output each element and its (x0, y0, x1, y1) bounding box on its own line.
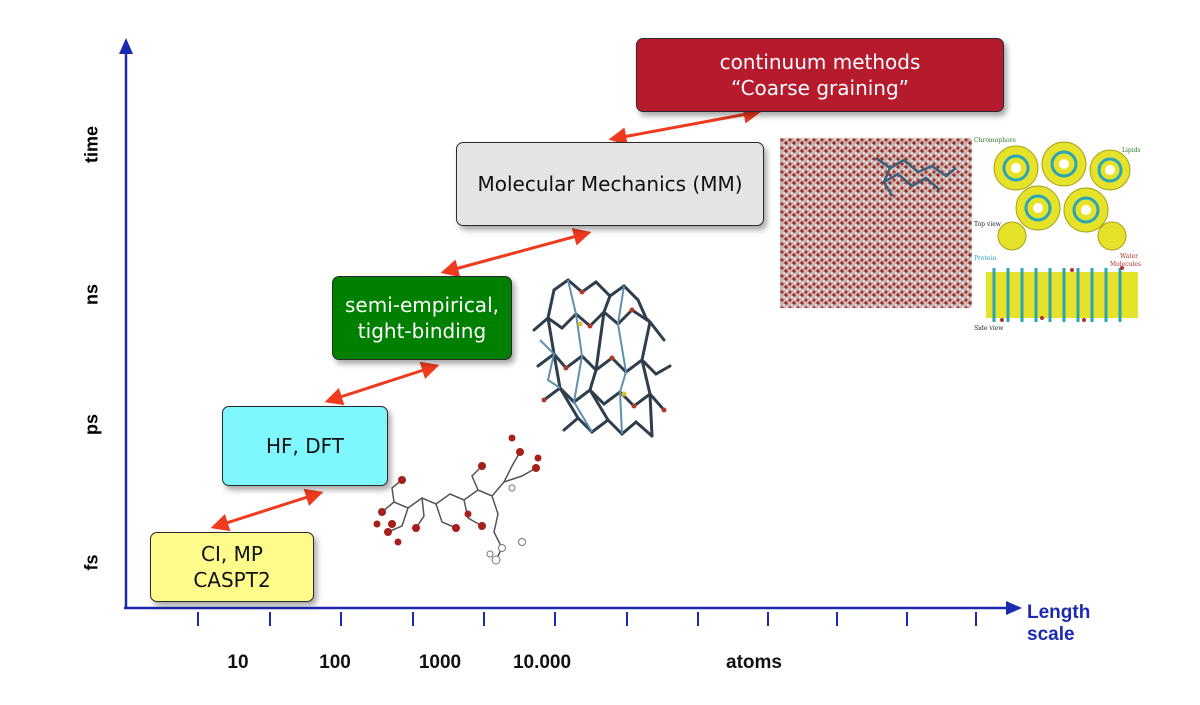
box-ci-mp-line1: CI, MP (201, 542, 263, 566)
membrane-top-view (982, 140, 1132, 251)
box-molecular-mechanics: Molecular Mechanics (MM) (456, 142, 764, 226)
box-continuum-line2: “Coarse graining” (730, 76, 910, 100)
protein-structure-image (532, 278, 672, 438)
membrane-label-top-view: Top view (974, 221, 1002, 228)
y-axis-title: time (81, 126, 102, 164)
x-axis-title-line2: scale (1027, 624, 1075, 645)
x-axis-title-line1: Length (1027, 602, 1091, 623)
membrane-label-molecules: Molecules (1110, 261, 1141, 268)
box-semi-empirical: semi-empirical, tight-binding (332, 276, 512, 360)
box-ci-mp: CI, MP CASPT2 (150, 532, 314, 602)
y-tick-ps: ps (81, 414, 102, 436)
y-axis-arrowhead (119, 38, 133, 54)
x-label-atoms: atoms (726, 652, 782, 673)
arrow-hf-to-semi (324, 361, 440, 406)
box-semi-line1: semi-empirical, (345, 293, 499, 317)
membrane-label-water: Water (1120, 253, 1138, 260)
box-continuum-methods: continuum methods “Coarse graining” (636, 38, 1004, 112)
x-label-10: 10 (227, 652, 249, 673)
box-hf-dft: HF, DFT (222, 406, 388, 486)
box-mm-line1: Molecular Mechanics (MM) (477, 172, 743, 196)
membrane-protein-image: Chromophore Lipids Top view Protein Wate… (974, 137, 1141, 332)
box-semi-line2: tight-binding (357, 319, 487, 343)
box-hf-dft-line1: HF, DFT (265, 434, 345, 458)
membrane-label-side-view: Side view (974, 325, 1004, 332)
small-molecule-image (373, 434, 542, 565)
y-tick-fs: fs (81, 554, 102, 571)
x-axis-arrowhead (1006, 601, 1022, 615)
arrow-ci-to-hf (210, 488, 324, 532)
box-continuum-line1: continuum methods (719, 50, 921, 74)
membrane-label-chromophore: Chromophore (974, 137, 1016, 144)
membrane-label-protein: Protein (974, 255, 996, 262)
connector-arrows (210, 105, 762, 532)
arrow-semi-to-mm (440, 228, 592, 277)
membrane-side-view (986, 266, 1138, 322)
x-label-10000: 10.000 (512, 652, 572, 673)
y-tick-ns: ns (81, 284, 102, 306)
x-ticks (197, 612, 977, 626)
arrow-mm-to-continuum (608, 105, 762, 146)
x-label-1000: 1000 (418, 652, 462, 673)
membrane-label-lipids: Lipids (1122, 147, 1141, 154)
box-ci-mp-line2: CASPT2 (193, 568, 271, 592)
x-axis-title: Length scale (1027, 602, 1090, 646)
water-box-image (780, 138, 972, 308)
x-label-100: 100 (319, 652, 351, 673)
